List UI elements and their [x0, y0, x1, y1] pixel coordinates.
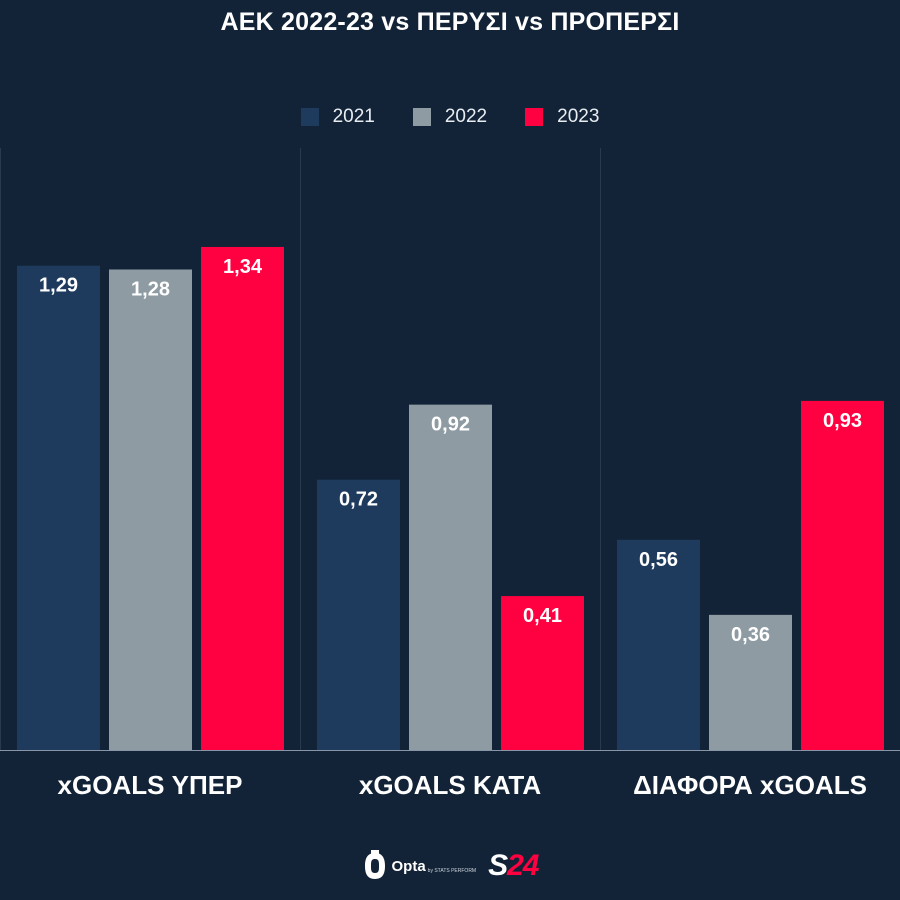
data-label-2022-3: 0,36 — [731, 624, 770, 646]
data-label-2021-2: 0,72 — [339, 489, 378, 511]
opta-label: Opta — [391, 857, 426, 875]
s24-logo-s: S — [488, 849, 508, 882]
opta-icon — [364, 850, 385, 879]
bar-2022-3 — [709, 614, 792, 750]
legend-label-2021: 2021 — [332, 106, 375, 127]
legend-item-2021: 2021 — [300, 106, 375, 128]
data-label-2022-1: 1,28 — [131, 278, 170, 300]
s24-logo-24: 24 — [507, 849, 539, 882]
bar-2023-3 — [801, 400, 884, 750]
legend-swatch-2021 — [300, 108, 319, 126]
legend: 2021 2022 2023 — [0, 104, 900, 130]
data-label-2023-3: 0,93 — [823, 410, 862, 432]
category-label-1: xGOALS ΥΠΕΡ — [58, 770, 243, 800]
category-label-2: xGOALS ΚΑΤΑ — [359, 770, 541, 800]
data-label-2022-2: 0,92 — [431, 414, 470, 436]
data-label-2023-2: 0,41 — [523, 605, 562, 627]
legend-label-2022: 2022 — [444, 106, 488, 127]
opta-logo: Opta by STATS PERFORM — [362, 850, 477, 882]
bar-2023-2 — [501, 596, 584, 750]
opta-sublabel: by STATS PERFORM — [427, 868, 477, 874]
bar-2023-1 — [201, 246, 284, 751]
data-label-2021-1: 1,29 — [39, 275, 78, 297]
category-label-3: ΔΙΑΦΟΡΑ xGOALS — [633, 770, 867, 800]
bar-2021-2 — [317, 479, 400, 750]
legend-swatch-2022 — [412, 108, 431, 126]
bar-2022-1 — [109, 269, 192, 750]
legend-label-2023: 2023 — [557, 106, 600, 127]
bar-2021-3 — [617, 539, 700, 750]
s24-logo: S24 — [488, 849, 539, 883]
legend-swatch-2023 — [525, 108, 544, 126]
bar-2022-2 — [409, 404, 492, 750]
footer-logos: Opta by STATS PERFORM S24 — [0, 846, 900, 886]
legend-item-2023: 2023 — [525, 106, 599, 128]
data-label-2021-3: 0,56 — [639, 549, 678, 571]
legend-item-2022: 2022 — [412, 106, 488, 128]
chart-title: ΑΕΚ 2022-23 vs ΠΕΡΥΣΙ vs ΠΡΟΠΕΡΣΙ — [220, 8, 680, 36]
data-label-2023-1: 1,34 — [223, 256, 263, 278]
bar-2021-1 — [17, 265, 100, 750]
